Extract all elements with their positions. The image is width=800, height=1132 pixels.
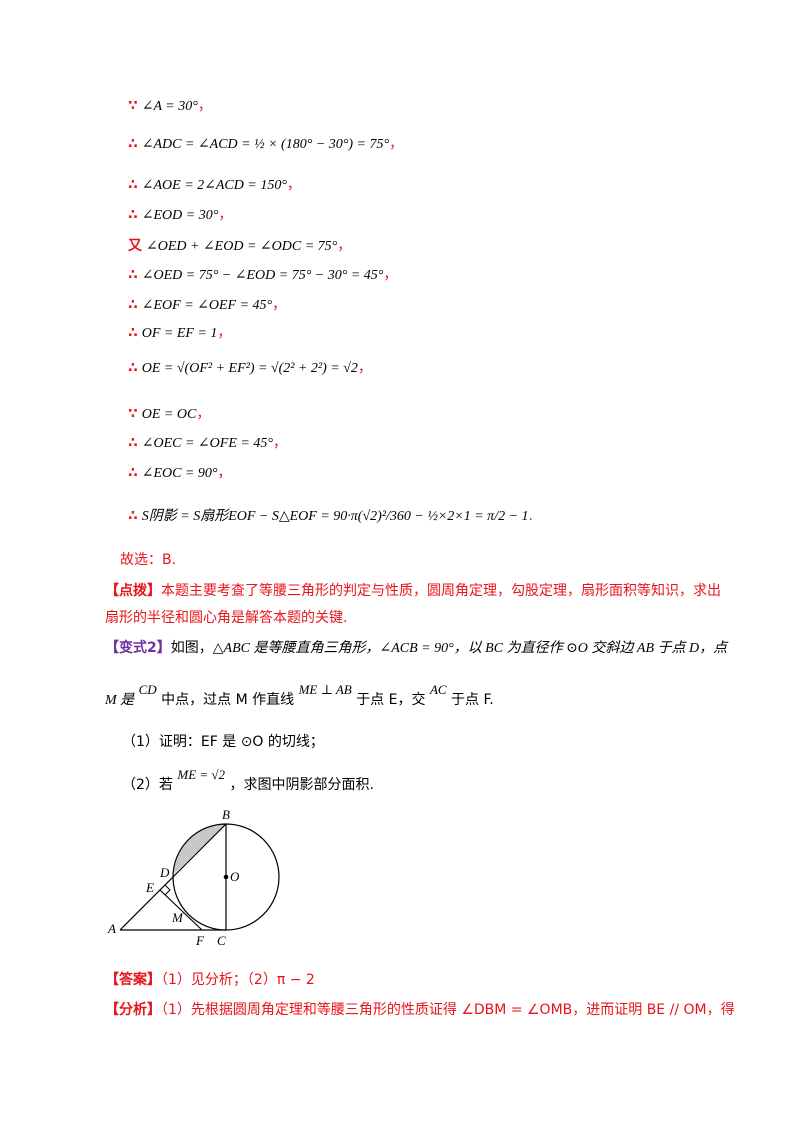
variant-line-1: 【变式2】如图，△ABC 是等腰直角三角形，∠ACB = 90°，以 BC 为直… xyxy=(105,640,728,656)
step-symbol: ∴ xyxy=(128,267,138,283)
solution-step: ∴ ∠EOC = 90°， xyxy=(128,463,232,484)
step-expression: ∠EOF = ∠OEF = 45° xyxy=(141,298,273,313)
step-punctuation: ， xyxy=(389,136,404,152)
step-symbol: ∴ xyxy=(128,297,138,313)
step-expression: ∠OEC = ∠OFE = 45° xyxy=(141,436,273,451)
step-expression: ∠EOC = 90° xyxy=(141,466,218,481)
solution-step: ∴ ∠EOF = ∠OEF = 45°， xyxy=(128,295,286,316)
step-punctuation: ， xyxy=(383,267,398,283)
step-punctuation: ， xyxy=(272,435,287,451)
comment-text-1: 本题主要考查了等腰三角形的判定与性质，圆周角定理，勾股定理，扇形面积等知识，求出 xyxy=(161,583,721,599)
step-symbol: 又 xyxy=(128,238,142,254)
solution-step: ∴ OF = EF = 1， xyxy=(128,323,231,344)
analysis-line: 【分析】（1）先根据圆周角定理和等腰三角形的性质证得 ∠DBM = ∠OMB，进… xyxy=(105,1000,735,1020)
step-symbol: ∴ xyxy=(128,207,138,223)
step-punctuation: ， xyxy=(196,406,211,422)
right-angle-mark xyxy=(164,884,171,896)
comment-line-1: 【点拨】本题主要考查了等腰三角形的判定与性质，圆周角定理，勾股定理，扇形面积等知… xyxy=(105,581,721,601)
step-symbol: ∴ xyxy=(128,465,138,481)
step-punctuation: ， xyxy=(197,98,212,114)
step-punctuation: ， xyxy=(272,297,287,313)
step-symbol: ∵ xyxy=(128,406,138,422)
label-d: D xyxy=(159,865,170,880)
step-punctuation: ， xyxy=(357,360,372,376)
step-punctuation: ， xyxy=(337,238,352,254)
analysis-text: （1）先根据圆周角定理和等腰三角形的性质证得 ∠DBM = ∠OMB，进而证明 … xyxy=(161,1002,735,1018)
solution-step: ∵ ∠A = 30°， xyxy=(128,96,212,117)
answer-choice: 故选：B. xyxy=(120,552,177,568)
question-2: （2）若 ME = √2 ，求图中阴影部分面积. xyxy=(122,767,374,793)
line-ef xyxy=(159,889,203,931)
solution-step: ∴ ∠OEC = ∠OFE = 45°， xyxy=(128,433,287,454)
label-c: C xyxy=(217,933,226,948)
step-expression: S阴影 = S扇形EOF − S△EOF = 90·π(√2)²/360 − ½… xyxy=(141,509,529,524)
label-f: F xyxy=(195,933,205,948)
solution-step: ∴ S阴影 = S扇形EOF − S△EOF = 90·π(√2)²/360 − … xyxy=(128,506,533,527)
step-expression: OE = √(OF² + EF²) = √(2² + 2²) = √2 xyxy=(141,361,358,376)
solution-step: ∴ ∠AOE = 2∠ACD = 150°， xyxy=(128,175,301,196)
step-expression: ∠OED = 75° − ∠EOD = 75° − 30° = 45° xyxy=(141,268,384,283)
solution-step: ∴ ∠ADC = ∠ACD = ½ × (180° − 30°) = 75°， xyxy=(128,134,403,155)
step-expression: OF = EF = 1 xyxy=(141,326,218,341)
solution-step: ∴ ∠OED = 75° − ∠EOD = 75° − 30° = 45°， xyxy=(128,265,397,286)
solution-step: ∵ OE = OC， xyxy=(128,404,210,425)
step-punctuation: ， xyxy=(218,207,233,223)
step-expression: ∠EOD = 30° xyxy=(141,208,219,223)
solution-step: ∴ OE = √(OF² + EF²) = √(2² + 2²) = √2， xyxy=(128,358,372,379)
label-a: A xyxy=(107,921,116,936)
step-expression: ∠OED + ∠EOD = ∠ODC = 75° xyxy=(146,239,338,254)
step-symbol: ∴ xyxy=(128,360,138,376)
center-dot xyxy=(223,874,229,880)
analysis-tag: 【分析】 xyxy=(105,1002,161,1018)
question-1: （1）证明：EF 是 ⊙O 的切线； xyxy=(122,734,324,750)
step-symbol: ∴ xyxy=(128,508,138,524)
step-punctuation: ， xyxy=(286,177,301,193)
step-symbol: ∴ xyxy=(128,325,138,341)
step-punctuation: ， xyxy=(217,465,232,481)
label-o: O xyxy=(230,869,240,884)
label-m: M xyxy=(171,910,184,925)
answer-tag: 【答案】 xyxy=(105,972,161,988)
label-b: B xyxy=(222,807,230,822)
step-symbol: ∴ xyxy=(128,136,138,152)
step-symbol: ∴ xyxy=(128,435,138,451)
label-e: E xyxy=(145,880,154,895)
solution-step: ∴ ∠EOD = 30°， xyxy=(128,205,232,226)
step-punctuation: ， xyxy=(217,325,232,341)
arc-cd-label: CD xyxy=(138,682,157,697)
geometry-figure: B O D E M A F C xyxy=(107,807,280,948)
variant-line-2: M 是 CD 中点，过点 M 作直线 ME ⊥ AB 于点 E，交 AC 于点 … xyxy=(105,682,494,708)
solution-step: 又 ∠OED + ∠EOD = ∠ODC = 75°， xyxy=(128,236,351,257)
step-punctuation: . xyxy=(528,508,533,524)
step-expression: OE = OC xyxy=(141,407,197,422)
answer-line: 【答案】（1）见分析；（2）π − 2 xyxy=(105,970,315,990)
variant-tag: 【变式2】 xyxy=(105,640,171,656)
step-symbol: ∵ xyxy=(128,98,138,114)
comment-tag: 【点拨】 xyxy=(105,583,161,599)
step-expression: ∠ADC = ∠ACD = ½ × (180° − 30°) = 75° xyxy=(141,137,390,152)
step-expression: ∠A = 30° xyxy=(141,99,198,114)
comment-line-2: 扇形的半径和圆心角是解答本题的关键. xyxy=(105,610,348,626)
answer-text: （1）见分析；（2）π − 2 xyxy=(161,972,315,988)
step-expression: ∠AOE = 2∠ACD = 150° xyxy=(141,178,287,193)
side-ab xyxy=(119,823,227,931)
step-symbol: ∴ xyxy=(128,177,138,193)
